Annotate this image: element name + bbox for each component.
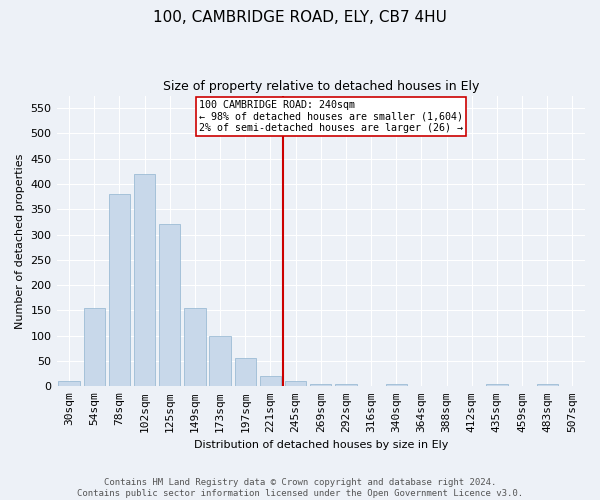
Text: 100 CAMBRIDGE ROAD: 240sqm
← 98% of detached houses are smaller (1,604)
2% of se: 100 CAMBRIDGE ROAD: 240sqm ← 98% of deta… [199,100,463,133]
Bar [260,376,281,386]
Bar [58,381,80,386]
Bar [536,384,558,386]
Bar [159,224,181,386]
Y-axis label: Number of detached properties: Number of detached properties [15,153,25,328]
Bar [184,308,206,386]
Bar [486,384,508,386]
Text: Contains HM Land Registry data © Crown copyright and database right 2024.
Contai: Contains HM Land Registry data © Crown c… [77,478,523,498]
Text: 100, CAMBRIDGE ROAD, ELY, CB7 4HU: 100, CAMBRIDGE ROAD, ELY, CB7 4HU [153,10,447,25]
Bar [310,384,331,386]
Bar [109,194,130,386]
Bar [285,381,307,386]
Bar [235,358,256,386]
Bar [83,308,105,386]
Title: Size of property relative to detached houses in Ely: Size of property relative to detached ho… [163,80,479,93]
Bar [209,336,231,386]
Bar [386,384,407,386]
X-axis label: Distribution of detached houses by size in Ely: Distribution of detached houses by size … [194,440,448,450]
Bar [335,384,356,386]
Bar [134,174,155,386]
